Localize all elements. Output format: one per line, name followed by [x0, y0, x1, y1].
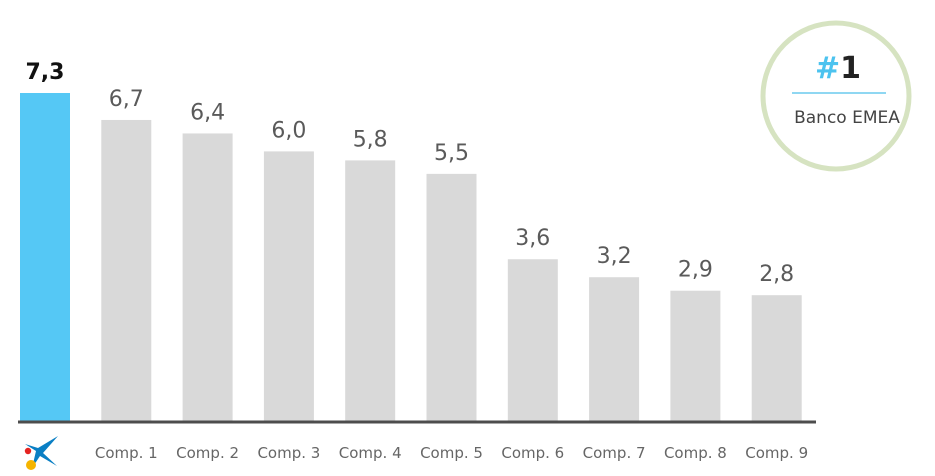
badge-label: Banco EMEA	[794, 108, 900, 128]
category-label-8: Comp. 8	[664, 444, 727, 462]
category-labels-group: Comp. 1 Comp. 2 Comp. 3 Comp. 4 Comp. 5 Comp.…	[95, 444, 808, 462]
value-label-4: 5,8	[353, 127, 388, 152]
bar-7	[589, 277, 640, 421]
badge-rank: 1	[840, 51, 861, 86]
category-label-2: Comp. 2	[176, 444, 239, 462]
rank-badge: #1 Banco EMEA	[760, 20, 912, 172]
value-label-5: 5,5	[434, 141, 469, 166]
bar-6	[507, 259, 558, 421]
category-label-6: Comp. 6	[501, 444, 564, 462]
bar-3	[263, 151, 314, 422]
value-label-3: 6,0	[271, 118, 306, 143]
badge-rank-text: #1	[815, 51, 861, 86]
category-label-9: Comp. 9	[745, 444, 808, 462]
category-label-7: Comp. 7	[583, 444, 646, 462]
value-label-2: 6,4	[190, 100, 225, 125]
value-label-6: 3,6	[515, 226, 550, 251]
category-label-4: Comp. 4	[339, 444, 402, 462]
bar-4	[345, 160, 396, 421]
category-label-3: Comp. 3	[257, 444, 320, 462]
badge-hash: #	[815, 51, 840, 86]
category-label-5: Comp. 5	[420, 444, 483, 462]
value-label-0: 7,3	[26, 60, 65, 85]
badge-ring	[760, 20, 912, 172]
bar-1	[101, 119, 152, 422]
value-label-7: 3,2	[597, 244, 632, 269]
bar-5	[426, 173, 477, 421]
bar-2	[182, 133, 233, 421]
value-label-1: 6,7	[109, 87, 144, 112]
value-label-9: 2,8	[759, 262, 794, 287]
bar-0	[20, 93, 70, 421]
bars-group	[20, 93, 802, 422]
category-label-1: Comp. 1	[95, 444, 158, 462]
bar-8	[670, 290, 721, 421]
star-logo-icon	[24, 436, 58, 470]
bar-9	[751, 295, 802, 421]
value-labels-group: 7,3 6,7 6,4 6,0 5,8 5,5 3,6 3,2 2,9 2,8	[26, 60, 795, 287]
value-label-8: 2,9	[678, 258, 713, 283]
